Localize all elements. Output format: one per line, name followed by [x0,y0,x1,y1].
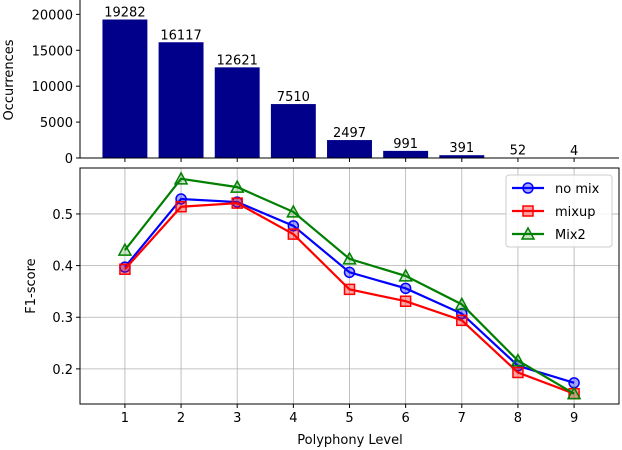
data-point [398,268,413,282]
bar-value-label: 991 [393,137,418,152]
legend-label: no mix [555,182,600,197]
x-tick-label: 2 [177,411,185,426]
bottom-ylabel: F1-score [24,258,39,313]
data-point [399,295,412,307]
data-point [117,242,133,256]
series-line [124,197,575,384]
legend-label: mixup [555,205,595,220]
data-point [119,263,131,275]
bar-value-label: 19282 [104,6,145,21]
y-tick-label: 0.5 [52,208,73,223]
series-mix2 [117,171,582,400]
y-tick-label: 20000 [32,8,73,23]
series-line [124,177,575,395]
legend-marker [520,226,536,240]
legend-box [505,174,613,248]
data-point [343,266,356,279]
legend-marker [522,205,534,217]
bar [327,140,372,158]
data-point [231,197,243,209]
data-point [287,228,300,240]
data-point [454,296,470,311]
data-point [566,386,582,400]
x-tick-label: 1 [121,411,129,426]
y-tick-label: 0 [65,152,73,167]
series-mixup [119,197,580,400]
legend-marker [522,182,534,194]
data-point [286,204,301,218]
y-tick-label: 0.2 [52,363,73,378]
x-tick-label: 4 [289,411,297,426]
legend: no mix mixup Mix2 [505,174,613,248]
bar [158,42,204,158]
y-tick-label: 15000 [32,44,73,59]
data-point [399,282,412,295]
y-tick-label: 0.3 [52,311,73,326]
bar [214,67,260,158]
bar-value-label: 52 [510,144,527,159]
bar-value-label: 2497 [333,126,366,141]
x-tick-label: 3 [233,411,241,426]
data-point [510,353,526,367]
x-tick-label: 5 [345,411,353,426]
data-point [456,314,468,327]
bar [102,19,148,158]
y-tick-label: 10000 [32,80,73,95]
data-point [512,366,524,379]
bar-value-label: 4 [570,144,578,159]
y-tick-label: 0.4 [52,260,73,275]
bar-value-label: 12621 [217,53,258,68]
line-chart: 1 2 3 4 5 6 7 8 9 0.2 0.3 0.4 0.5 no mix mixup Mix2 [52,167,620,426]
data-point [175,200,187,213]
bar-value-label: 391 [449,141,474,156]
bar-chart: 19282 16117 12621 7510 2497 991 391 52 4 0 5000 100… [32,0,619,167]
series-line [124,201,575,395]
data-point [229,179,245,193]
bar [270,104,316,158]
data-point [343,283,356,296]
x-tick-label: 8 [514,411,522,426]
bar-value-label: 7510 [277,90,310,105]
x-tick-label: 7 [458,411,466,426]
legend-label: Mix2 [555,228,586,243]
data-point [287,220,300,232]
plot-frame [79,167,620,405]
bar [439,155,485,158]
top-ylabel: Occurrences [2,39,17,120]
x-tick-label: 6 [402,411,410,426]
xlabel: Polyphony Level [297,433,402,448]
bar [383,150,429,158]
data-point [342,251,357,265]
bar-value-label: 16117 [160,28,201,43]
y-tick-label: 5000 [40,116,73,131]
x-tick-label: 9 [570,411,578,426]
data-point [173,171,189,185]
